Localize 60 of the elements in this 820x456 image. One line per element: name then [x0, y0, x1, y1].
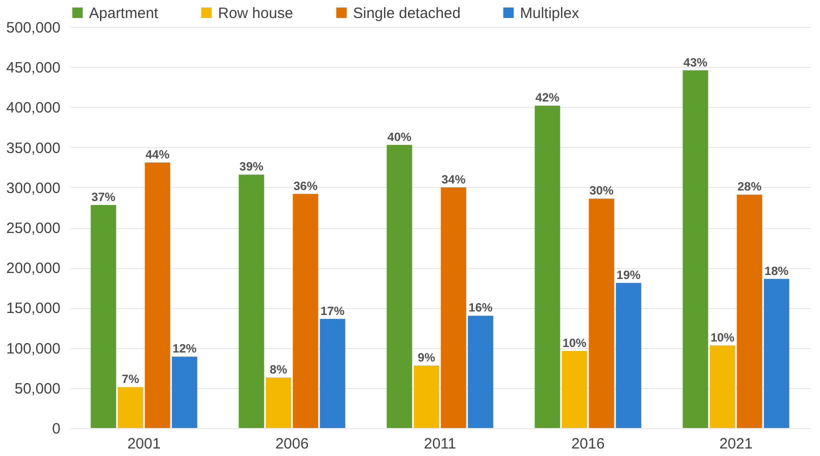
annotation: 18% — [764, 264, 789, 278]
annotation: 7% — [122, 372, 140, 386]
annotation: 39% — [239, 160, 264, 174]
annotation: 16% — [468, 300, 493, 315]
bar — [144, 162, 170, 428]
y-tick-label: 350,000 — [6, 140, 60, 157]
annotation: 19% — [616, 268, 641, 282]
y-tick-label: 450,000 — [6, 60, 60, 77]
legend-label: Single detached — [353, 4, 461, 22]
x-tick-label: 2016 — [571, 436, 605, 452]
bar — [616, 282, 642, 428]
y-tick-label: 150,000 — [6, 300, 60, 318]
annotation: 17% — [320, 304, 345, 318]
x-tick-label: 2001 — [127, 436, 161, 452]
annotation: 9% — [418, 350, 436, 364]
y-tick-label: 50,000 — [14, 380, 60, 398]
legend-label: Row house — [218, 4, 294, 22]
bar — [764, 278, 790, 428]
bar — [562, 351, 588, 428]
bar — [440, 187, 466, 428]
annotation: 36% — [294, 178, 318, 193]
bar — [320, 318, 346, 428]
bar — [682, 70, 708, 428]
bar — [238, 174, 264, 428]
bar — [172, 356, 198, 428]
annotation: 42% — [535, 90, 560, 105]
bar — [534, 106, 560, 428]
annotation: 37% — [91, 190, 116, 204]
bar — [266, 377, 292, 428]
y-tick-label: 400,000 — [6, 100, 60, 117]
bar — [90, 205, 116, 428]
x-tick-label: 2006 — [275, 436, 309, 452]
x-tick-label: 2011 — [424, 436, 456, 452]
y-tick-label: 250,000 — [6, 220, 60, 237]
legend-label: Apartment — [89, 4, 160, 22]
y-tick-label: 0 — [52, 420, 60, 438]
annotation: 10% — [562, 336, 587, 350]
y-tick-label: 500,000 — [6, 20, 60, 36]
y-tick-label: 300,000 — [6, 180, 60, 197]
bar — [588, 198, 614, 428]
annotation: 43% — [683, 55, 708, 70]
bar — [710, 345, 736, 428]
legend-label: Multiplex — [520, 4, 580, 22]
y-tick-label: 100,000 — [6, 340, 60, 358]
bar — [386, 144, 412, 428]
bar — [468, 316, 494, 428]
bar — [736, 194, 762, 428]
annotation: 40% — [387, 130, 412, 144]
annotation: 30% — [590, 184, 614, 198]
bar — [118, 387, 144, 428]
annotation: 44% — [146, 148, 170, 162]
bar — [414, 365, 440, 428]
bar — [292, 194, 318, 428]
annotation: 12% — [172, 342, 197, 356]
y-tick-label: 200,000 — [6, 260, 60, 278]
x-tick-label: 2021 — [719, 436, 753, 452]
annotation: 10% — [710, 330, 735, 344]
annotation: 28% — [738, 180, 762, 194]
annotation: 8% — [270, 362, 288, 376]
annotation: 34% — [442, 172, 466, 186]
